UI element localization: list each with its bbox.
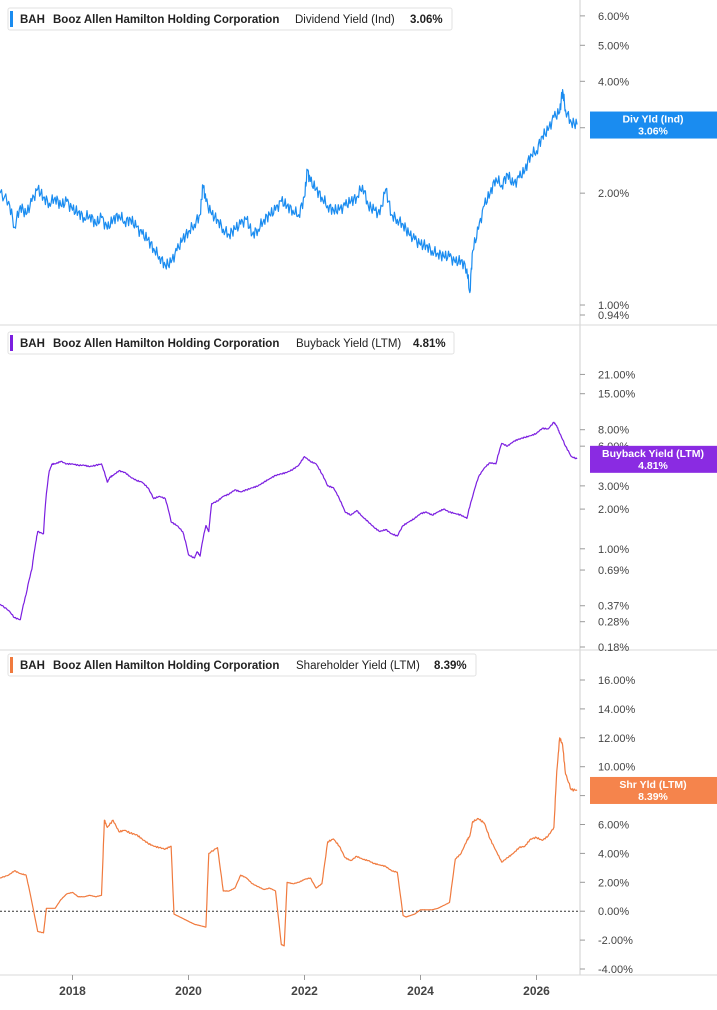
legend-metric: Shareholder Yield (LTM) [296, 660, 420, 672]
legend-box [7, 653, 477, 677]
y-tick-label: 1.00% [598, 544, 629, 556]
legend-metric: Buyback Yield (LTM) [296, 338, 401, 350]
y-tick-label: 0.94% [598, 310, 629, 322]
legend-swatch [10, 335, 13, 351]
series-line [0, 421, 578, 621]
callout-value: 8.39% [638, 791, 668, 803]
value-callout [590, 776, 717, 804]
callout-label: Shr Yld (LTM) [619, 779, 686, 791]
y-tick-label: 3.00% [598, 481, 629, 493]
y-tick-label: 4.00% [598, 76, 629, 88]
y-tick-label: 2.00% [598, 877, 629, 889]
y-tick-label: 12.00% [598, 733, 636, 745]
callout-label: Div Yld (Ind) [622, 114, 683, 126]
legend-current-value: 8.39% [434, 660, 467, 672]
legend-swatch [10, 657, 13, 673]
y-tick-label: 1.00% [598, 300, 629, 312]
legend-company: Booz Allen Hamilton Holding Corporation [53, 14, 279, 26]
y-tick-label: 0.28% [598, 617, 629, 629]
y-tick-label: -4.00% [598, 964, 633, 976]
x-tick-label: 2018 [59, 984, 86, 998]
legend-metric: Dividend Yield (Ind) [295, 14, 395, 26]
series-line [0, 89, 578, 294]
legend-box [7, 331, 455, 355]
x-tick-label: 2022 [291, 984, 318, 998]
legend-company: Booz Allen Hamilton Holding Corporation [53, 338, 279, 350]
y-tick-label: 0.18% [598, 642, 629, 654]
legend-ticker: BAH [20, 338, 45, 350]
x-tick-label: 2020 [175, 984, 202, 998]
legend-ticker: BAH [20, 660, 45, 672]
y-tick-label: 6.00% [598, 820, 629, 832]
y-tick-label: 8.00% [598, 425, 629, 437]
y-tick-label: 0.00% [598, 906, 629, 918]
legend-ticker: BAH [20, 14, 45, 26]
series-line [0, 737, 578, 947]
legend-company: Booz Allen Hamilton Holding Corporation [53, 660, 279, 672]
x-tick-label: 2026 [523, 984, 550, 998]
value-callout [590, 445, 717, 473]
x-tick-label: 2024 [407, 984, 434, 998]
y-tick-label: 2.00% [598, 504, 629, 516]
y-tick-label: -2.00% [598, 935, 633, 947]
y-tick-label: 5.00% [598, 40, 629, 52]
value-callout [590, 111, 717, 139]
y-tick-label: 4.00% [598, 848, 629, 860]
y-tick-label: 15.00% [598, 389, 636, 401]
y-tick-label: 6.00% [598, 11, 629, 23]
y-tick-label: 0.37% [598, 601, 629, 613]
legend-box [7, 7, 453, 31]
legend-current-value: 3.06% [410, 14, 443, 26]
callout-label: Buyback Yield (LTM) [602, 448, 704, 460]
y-tick-label: 21.00% [598, 369, 636, 381]
callout-value: 4.81% [638, 460, 668, 472]
y-tick-label: 2.00% [598, 188, 629, 200]
y-tick-label: 10.00% [598, 762, 636, 774]
legend-current-value: 4.81% [413, 338, 446, 350]
y-tick-label: 14.00% [598, 704, 636, 716]
legend-swatch [10, 11, 13, 27]
y-tick-label: 0.69% [598, 565, 629, 577]
callout-value: 3.06% [638, 126, 668, 138]
y-tick-label: 16.00% [598, 675, 636, 687]
